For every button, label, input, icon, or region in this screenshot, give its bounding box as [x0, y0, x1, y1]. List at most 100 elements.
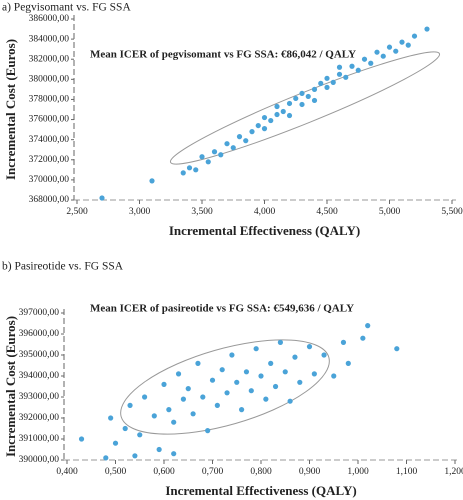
point — [287, 398, 293, 404]
x-tick-label: 5,500 — [441, 207, 463, 217]
x-tick-label: 0,800 — [250, 467, 272, 477]
point — [374, 49, 380, 55]
confidence-ellipse — [120, 339, 330, 435]
point — [345, 360, 351, 366]
point — [424, 26, 430, 32]
point — [166, 407, 172, 413]
point — [180, 396, 186, 402]
point — [261, 126, 268, 132]
point — [286, 112, 293, 119]
point — [214, 402, 220, 408]
point — [277, 339, 283, 345]
y-axis-title: Incremental Cost (Euros) — [3, 316, 18, 457]
y-tick-label: 370000,00 — [29, 175, 70, 185]
point — [243, 369, 250, 375]
y-tick-label: 390000,00 — [19, 455, 60, 465]
confidence-ellipse — [169, 51, 441, 165]
point — [161, 381, 167, 387]
y-tick-label: 378000,00 — [29, 95, 70, 105]
x-tick-label: 4,000 — [254, 207, 276, 217]
y-tick-label: 392000,00 — [19, 413, 60, 423]
point — [137, 432, 143, 438]
x-tick-label: 0,600 — [153, 467, 175, 477]
point — [261, 114, 268, 121]
y-tick-label: 374000,00 — [29, 135, 70, 145]
point — [399, 39, 405, 45]
point — [149, 178, 155, 184]
point — [330, 79, 336, 85]
point — [336, 71, 343, 77]
point — [336, 64, 343, 70]
point — [299, 101, 305, 108]
point — [255, 122, 261, 129]
point — [306, 344, 313, 350]
point — [205, 159, 211, 165]
x-tick-label: 5,000 — [379, 207, 401, 217]
point — [324, 75, 330, 81]
point — [156, 446, 162, 453]
point — [218, 152, 224, 158]
point — [199, 154, 205, 160]
y-axis-title: Incremental Cost (Euros) — [3, 39, 18, 180]
x-tick-label: 1,200 — [444, 467, 463, 477]
y-tick-label: 395000,00 — [19, 350, 60, 360]
y-tick-label: 391000,00 — [19, 434, 60, 444]
point — [365, 323, 371, 329]
point — [297, 379, 303, 385]
point — [186, 165, 193, 171]
point — [361, 56, 368, 62]
annotation: Mean ICER of pasireotide vs FG SSA: €549… — [90, 303, 354, 315]
point — [305, 93, 311, 100]
point — [112, 440, 119, 446]
point — [171, 451, 177, 457]
y-tick-label: 384000,00 — [29, 34, 70, 44]
point — [175, 371, 182, 377]
point — [230, 145, 236, 151]
y-tick-label: 368000,00 — [29, 195, 70, 205]
point — [292, 354, 298, 360]
point — [282, 369, 288, 375]
x-tick-label: 0,700 — [202, 467, 224, 477]
point — [234, 379, 240, 385]
point — [263, 396, 269, 402]
point — [190, 411, 196, 417]
x-tick-label: 3,000 — [129, 207, 151, 217]
point — [311, 371, 317, 377]
y-tick-label: 396000,00 — [19, 329, 60, 339]
point — [249, 129, 255, 135]
point — [299, 90, 305, 97]
point — [200, 394, 206, 400]
point — [286, 100, 293, 107]
point — [393, 48, 399, 54]
point — [321, 352, 327, 358]
point — [311, 86, 318, 92]
point — [122, 425, 128, 432]
point — [274, 111, 280, 118]
point — [180, 170, 186, 176]
x-tick-label: 1,100 — [396, 467, 418, 477]
point — [349, 63, 355, 69]
point — [193, 167, 199, 173]
y-tick-label: 397000,00 — [19, 308, 60, 318]
point — [368, 60, 374, 66]
point — [211, 149, 218, 155]
point — [248, 388, 254, 394]
point — [253, 346, 259, 352]
caption: b) Pasireotide vs. FG SSA — [2, 261, 124, 273]
point — [239, 407, 245, 413]
point — [219, 367, 225, 373]
point — [293, 95, 299, 102]
y-tick-label: 393000,00 — [19, 392, 60, 402]
point — [103, 455, 109, 461]
point — [311, 97, 318, 104]
caption: a) Pegvisomant vs. FG SSA — [2, 2, 131, 14]
x-tick-label: 4,500 — [316, 207, 338, 217]
point — [360, 335, 366, 341]
x-tick-label: 1,000 — [347, 467, 369, 477]
point — [78, 436, 85, 442]
point — [343, 74, 349, 80]
point — [411, 33, 418, 39]
point — [151, 413, 157, 419]
point — [405, 42, 411, 48]
x-tick-label: 0,900 — [299, 467, 321, 477]
